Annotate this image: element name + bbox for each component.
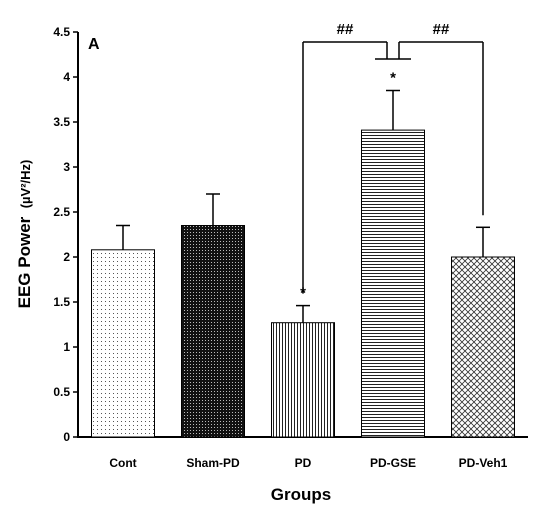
x-tick-label: PD-GSE xyxy=(370,456,416,470)
bar-cont xyxy=(91,249,155,438)
y-tick-label: 4.5 xyxy=(53,25,70,39)
x-tick-label: Sham-PD xyxy=(186,456,240,470)
y-tick-label: 4 xyxy=(63,70,70,84)
svg-text:EEG Power (µV²/Hz): EEG Power (µV²/Hz) xyxy=(15,160,34,309)
significance-star: * xyxy=(390,70,396,87)
y-tick-label: 0.5 xyxy=(53,385,70,399)
y-axis-title: EEG Power (µV²/Hz) xyxy=(15,160,34,309)
x-tick-label: PD-Veh1 xyxy=(459,456,508,470)
y-tick-label: 2 xyxy=(63,250,70,264)
bracket-label: ## xyxy=(433,21,450,38)
y-tick-label: 2.5 xyxy=(53,205,70,219)
x-tick-label: Cont xyxy=(109,456,136,470)
bar-sham-pd xyxy=(181,225,245,438)
bracket-label: ## xyxy=(337,21,354,38)
x-axis-title: Groups xyxy=(271,485,331,504)
y-axis-title-text: EEG Power xyxy=(15,216,34,308)
plot-area: 0 0.5 1 1.5 2 2.5 3 3.5 4 4.5 Cont Sham-PD PD PD-GSE P… xyxy=(53,21,528,470)
x-tick-label: PD xyxy=(295,456,312,470)
bar-pd xyxy=(271,322,335,438)
panel-label: A xyxy=(88,36,100,53)
y-tick-label: 3 xyxy=(63,160,70,174)
y-tick-label: 1 xyxy=(63,340,70,354)
y-tick-label: 3.5 xyxy=(53,115,70,129)
y-tick-label: 1.5 xyxy=(53,295,70,309)
bar-pd-veh1 xyxy=(451,256,515,438)
y-tick-label: 0 xyxy=(63,430,70,444)
y-axis-unit: (µV²/Hz) xyxy=(18,160,33,209)
bar-pd-gse xyxy=(361,129,425,438)
